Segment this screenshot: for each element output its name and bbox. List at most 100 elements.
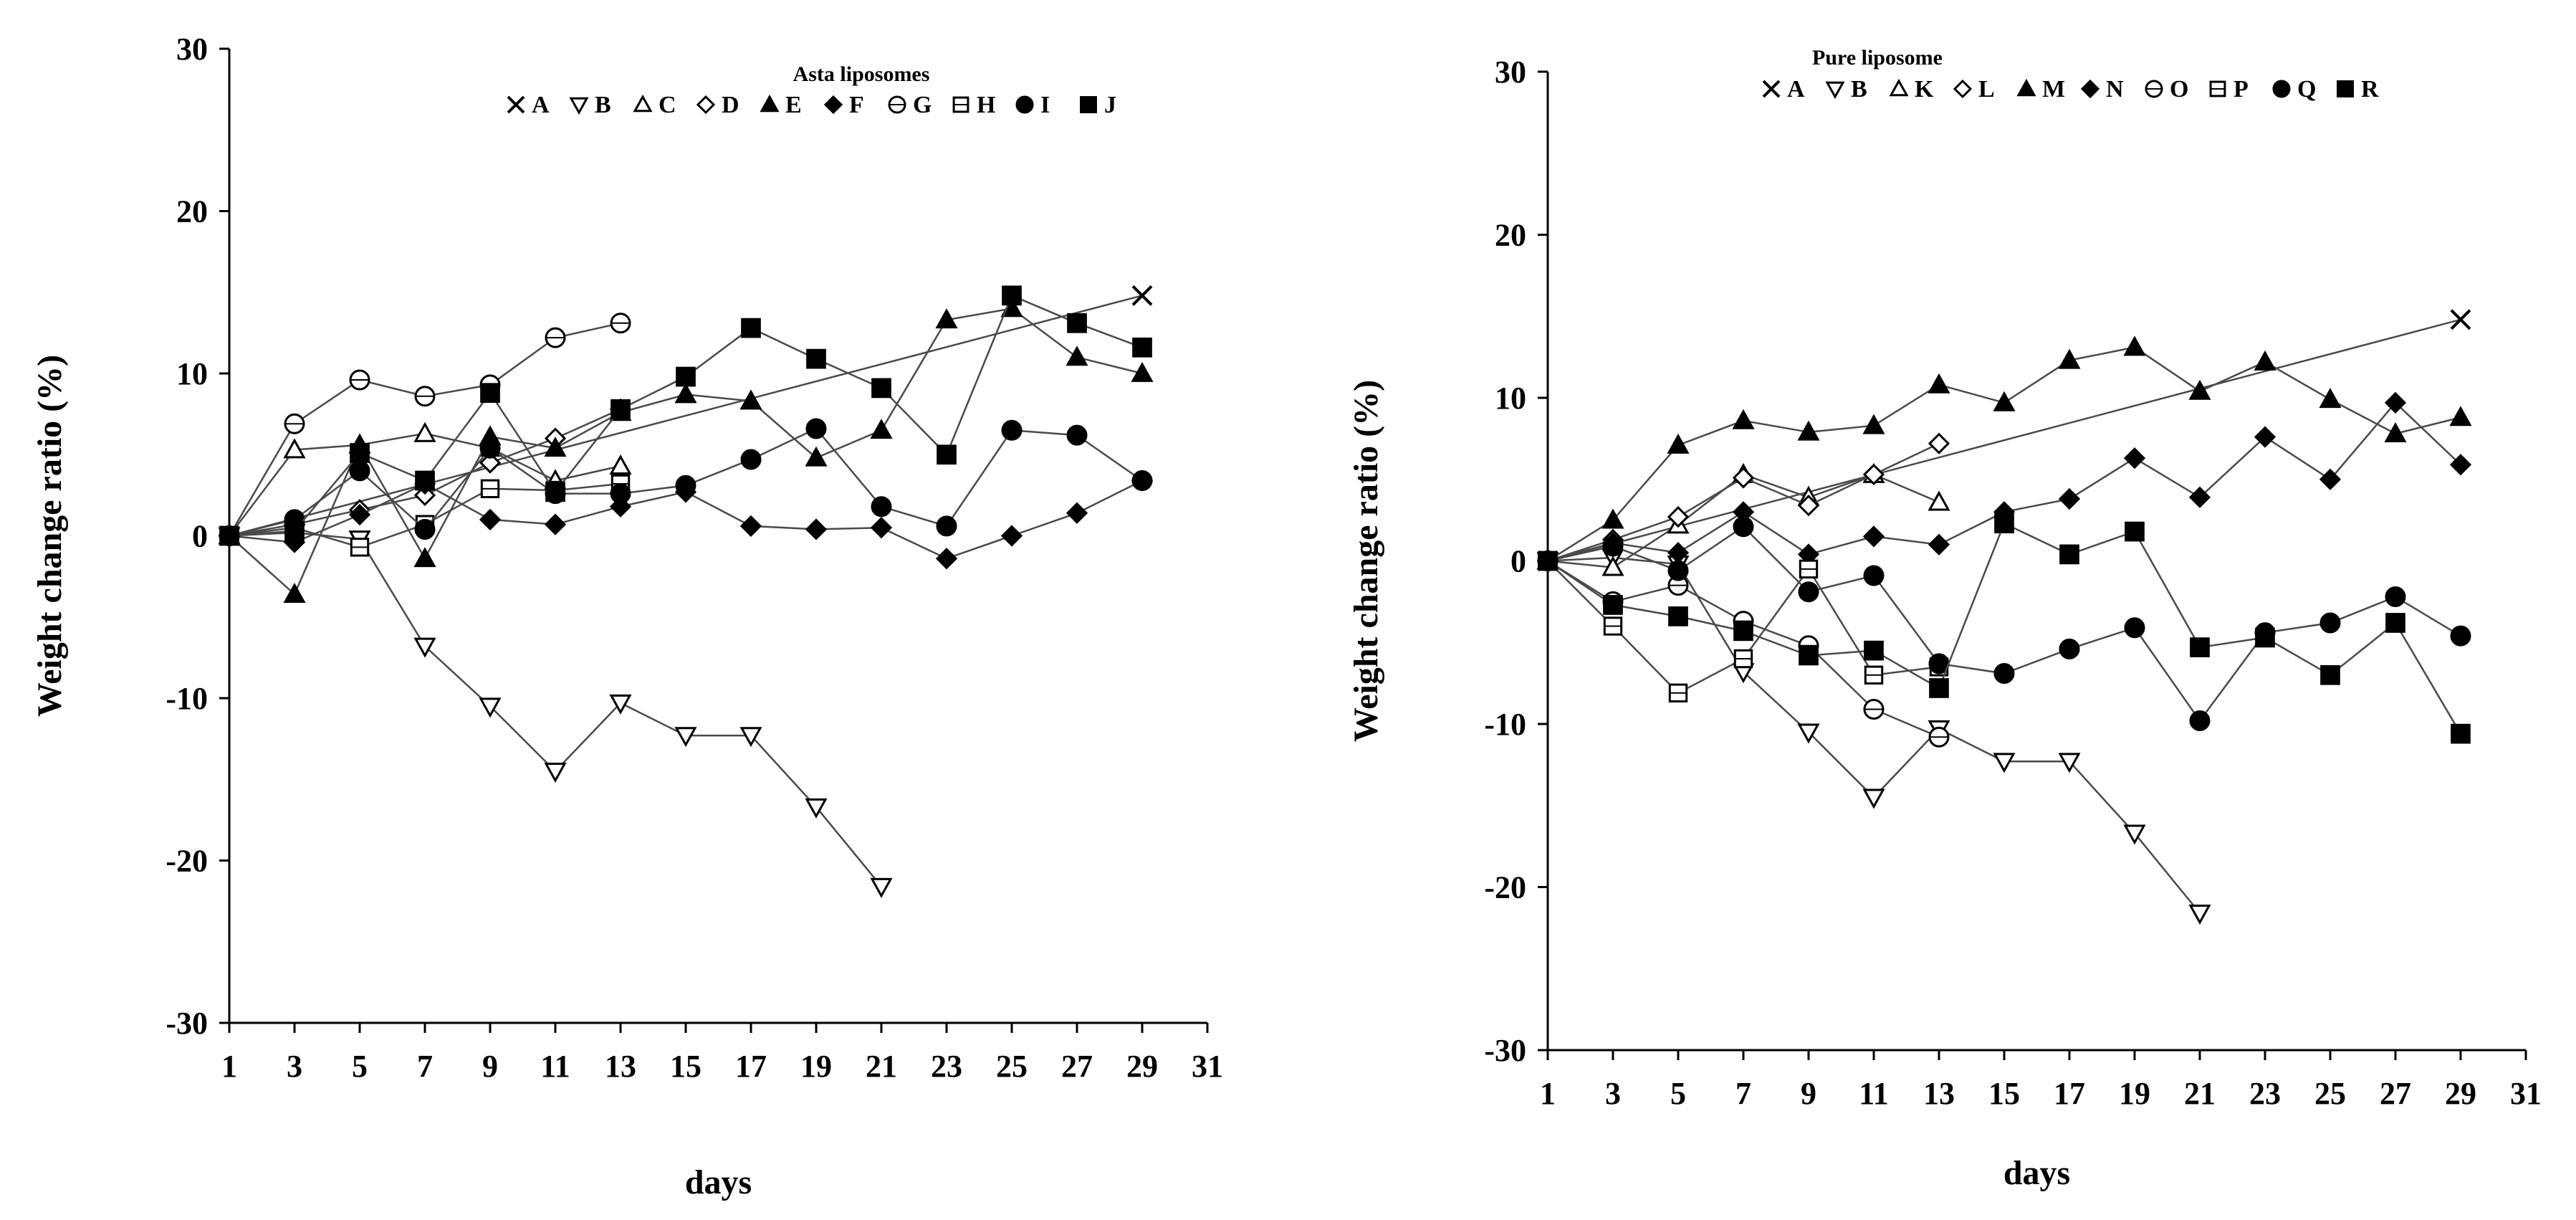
- x-tick-label: 23: [2249, 1076, 2281, 1111]
- legend-label: H: [977, 92, 995, 118]
- y-tick-label: 0: [1510, 544, 1526, 579]
- y-tick-label: 10: [1495, 381, 1526, 416]
- data-point-F: [1000, 525, 1023, 547]
- data-point-E: [1066, 345, 1088, 366]
- legend-item-M: M: [2016, 76, 2065, 103]
- legend-label: N: [2106, 76, 2124, 103]
- data-point-F: [739, 515, 762, 538]
- data-point-Q: [1602, 535, 1624, 557]
- data-point-R: [2059, 544, 2079, 565]
- data-point-B: [739, 727, 762, 748]
- data-point-O: [1863, 699, 1885, 720]
- legend-marker-M: [2016, 78, 2036, 97]
- x-tick-label: 15: [670, 1049, 702, 1084]
- data-point-I: [414, 518, 436, 540]
- x-tick-label: 3: [1605, 1076, 1621, 1111]
- data-point-P: [1799, 559, 1819, 579]
- series-line-A: [229, 295, 1143, 537]
- data-point-D: [479, 452, 502, 474]
- data-point-M: [2058, 348, 2081, 369]
- x-tick-label: 11: [1859, 1076, 1889, 1111]
- data-point-R: [2385, 613, 2405, 633]
- data-point-R: [1994, 513, 2014, 534]
- data-point-B: [674, 727, 697, 748]
- data-point-M: [1862, 414, 1885, 434]
- legend-label: A: [1787, 76, 1805, 103]
- data-point-E: [674, 383, 697, 404]
- data-point-Q: [2059, 638, 2080, 659]
- data-point-I: [936, 515, 957, 537]
- y-tick-label: 30: [176, 32, 208, 67]
- legend-label: B: [595, 92, 611, 118]
- x-tick-label: 9: [482, 1049, 498, 1084]
- data-point-I: [675, 475, 696, 496]
- data-point-G: [414, 386, 436, 407]
- data-point-D: [413, 484, 436, 506]
- data-point-A: [2450, 309, 2471, 330]
- chart-title: Pure liposome: [1812, 46, 1943, 70]
- data-point-C: [609, 454, 632, 475]
- data-point-A: [1131, 285, 1153, 306]
- series-Q: [1537, 516, 2471, 731]
- data-point-H: [350, 538, 370, 557]
- data-point-E: [935, 308, 958, 329]
- x-tick-label: 27: [1061, 1049, 1093, 1084]
- data-point-R: [2255, 627, 2275, 648]
- legend-item-A: A: [507, 92, 550, 118]
- data-point-J: [1002, 285, 1022, 306]
- data-point-I: [1131, 470, 1153, 491]
- data-point-C: [413, 421, 436, 442]
- data-point-I: [805, 418, 827, 439]
- data-point-R: [1538, 551, 1558, 571]
- y-axis-title: Weight change ratio (%): [1347, 380, 1385, 742]
- series-R: [1538, 513, 2471, 744]
- data-point-J: [741, 318, 761, 338]
- data-point-B: [2188, 905, 2211, 925]
- legend-label: J: [1104, 92, 1116, 118]
- legend-label: I: [1040, 92, 1050, 118]
- data-point-Q: [1667, 560, 1689, 581]
- y-tick-label: 20: [1495, 218, 1526, 253]
- x-tick-label: 11: [540, 1049, 570, 1084]
- data-point-P: [1603, 616, 1623, 636]
- data-point-E: [1131, 361, 1154, 382]
- legend-label: M: [2042, 76, 2065, 103]
- legend-label: E: [785, 92, 802, 118]
- legend-marker-N: [2080, 79, 2100, 99]
- data-point-J: [1067, 313, 1087, 333]
- data-point-B: [1993, 753, 2016, 773]
- y-tick-label: -20: [1484, 870, 1526, 905]
- data-point-N: [2254, 426, 2276, 448]
- data-point-B: [1797, 723, 1820, 744]
- legend-marker-B: [1825, 81, 1845, 100]
- data-point-N: [2319, 468, 2342, 490]
- series-O: [1537, 551, 1950, 748]
- data-point-N: [2384, 391, 2407, 414]
- x-tick-label: 29: [2445, 1076, 2476, 1111]
- x-tick-label: 1: [221, 1049, 237, 1084]
- data-point-I: [349, 460, 370, 482]
- data-point-R: [1799, 645, 1819, 666]
- x-tick-label: 27: [2380, 1076, 2411, 1111]
- data-point-M: [1993, 391, 2016, 411]
- data-point-F: [348, 503, 371, 526]
- data-point-M: [1667, 433, 1690, 454]
- data-point-E: [805, 446, 828, 467]
- data-point-P: [1668, 683, 1688, 702]
- legend-label: O: [2170, 76, 2188, 103]
- legend-item-C: C: [633, 92, 676, 118]
- data-point-J: [611, 399, 631, 419]
- x-tick-label: 19: [2119, 1076, 2150, 1111]
- data-point-M: [1797, 420, 1820, 441]
- data-point-J: [806, 348, 826, 369]
- legend-marker-F: [823, 95, 843, 115]
- data-point-R: [2320, 664, 2340, 685]
- data-point-R: [1668, 606, 1688, 626]
- legend-label: Q: [2297, 76, 2316, 103]
- data-point-M: [1732, 409, 1755, 429]
- legend-item-O: O: [2145, 76, 2188, 103]
- x-tick-label: 25: [2314, 1076, 2346, 1111]
- legend-label: G: [913, 92, 932, 118]
- data-point-G: [284, 413, 305, 434]
